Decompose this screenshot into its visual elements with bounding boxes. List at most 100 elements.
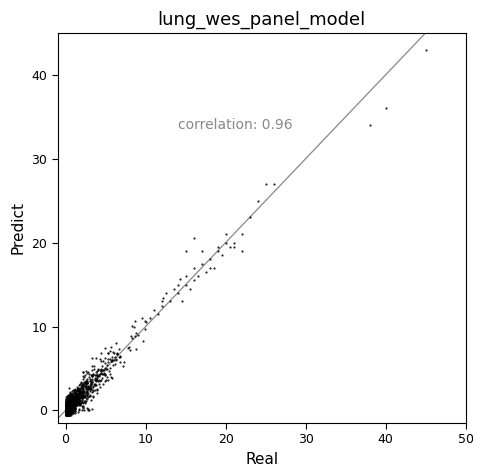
Point — [64, 409, 72, 417]
Point — [88, 372, 96, 380]
Point — [97, 367, 105, 374]
Point — [91, 376, 98, 384]
Point — [63, 397, 71, 405]
Point — [62, 406, 70, 414]
Point — [72, 394, 80, 402]
Point — [108, 356, 116, 363]
Point — [101, 378, 108, 385]
Y-axis label: Predict: Predict — [11, 202, 26, 254]
Point — [86, 383, 94, 390]
Point — [79, 385, 87, 393]
Point — [63, 400, 71, 408]
Point — [63, 402, 71, 410]
Point — [94, 373, 102, 380]
Point — [64, 402, 72, 409]
Point — [82, 377, 90, 385]
Point — [72, 407, 79, 415]
Point — [71, 396, 78, 404]
Point — [69, 405, 77, 413]
Point — [63, 406, 71, 414]
Point — [62, 409, 70, 416]
Point — [62, 407, 70, 415]
Point — [74, 390, 82, 397]
Point — [66, 398, 73, 406]
Point — [65, 399, 73, 407]
Point — [73, 395, 81, 402]
Point — [66, 405, 73, 412]
Point — [65, 408, 73, 416]
Point — [62, 406, 70, 413]
Point — [65, 404, 73, 411]
Point — [66, 392, 73, 399]
Point — [64, 401, 72, 408]
Point — [72, 409, 79, 417]
Point — [67, 406, 75, 414]
Point — [64, 403, 72, 411]
Point — [65, 407, 72, 415]
Point — [74, 392, 82, 399]
Point — [69, 386, 77, 393]
Point — [67, 401, 75, 408]
Point — [62, 407, 70, 415]
Point — [67, 409, 75, 417]
Point — [70, 401, 77, 409]
Point — [63, 400, 71, 407]
Point — [72, 395, 80, 402]
Point — [87, 371, 95, 379]
Point — [62, 400, 70, 407]
Point — [83, 385, 90, 392]
Point — [62, 407, 70, 414]
Point — [66, 407, 73, 415]
Point — [226, 243, 233, 251]
Point — [63, 411, 71, 418]
Point — [63, 409, 71, 417]
Point — [72, 396, 80, 404]
Point — [65, 407, 73, 414]
Point — [78, 393, 86, 400]
Point — [68, 401, 75, 409]
Point — [63, 405, 71, 413]
Point — [158, 298, 166, 305]
Point — [64, 401, 72, 409]
Point — [70, 407, 77, 415]
Point — [63, 401, 71, 408]
Point — [67, 395, 75, 403]
Point — [68, 394, 76, 401]
Point — [62, 404, 70, 411]
Point — [70, 405, 77, 412]
Point — [230, 243, 238, 251]
Point — [70, 393, 77, 400]
Point — [65, 400, 73, 407]
Point — [66, 397, 73, 405]
Point — [67, 395, 74, 402]
Point — [63, 410, 71, 418]
Point — [67, 400, 74, 407]
Point — [72, 398, 79, 405]
Point — [67, 403, 74, 410]
Point — [79, 391, 86, 399]
Point — [65, 405, 73, 412]
Point — [71, 402, 79, 409]
Point — [64, 403, 72, 411]
Point — [85, 385, 93, 393]
Point — [70, 393, 77, 401]
Point — [71, 398, 79, 406]
Point — [62, 411, 70, 418]
Point — [68, 401, 75, 409]
Point — [64, 398, 72, 406]
Point — [67, 403, 74, 411]
Point — [63, 408, 71, 415]
Point — [63, 411, 71, 418]
Point — [174, 281, 181, 288]
Point — [84, 405, 92, 413]
Point — [128, 335, 136, 342]
Point — [64, 407, 72, 415]
Point — [67, 401, 74, 409]
Point — [71, 387, 78, 394]
Point — [63, 411, 71, 418]
Point — [69, 402, 77, 409]
Point — [66, 399, 74, 407]
Point — [64, 400, 72, 407]
Point — [71, 397, 79, 404]
Point — [68, 391, 76, 398]
